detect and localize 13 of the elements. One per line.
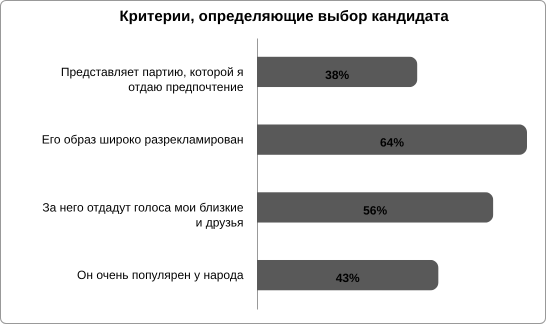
y-tick-label: Его образ широко разрекламирован — [42, 132, 244, 147]
bar — [257, 260, 438, 290]
y-tick-label: Он очень популярен у народа — [77, 268, 244, 282]
y-tick-label: Представляет партию, которой я отдаю предпочтение — [60, 64, 244, 94]
data-label: 43% — [336, 271, 360, 286]
bar — [257, 192, 494, 223]
bar — [257, 56, 418, 88]
data-label: 56% — [363, 203, 388, 218]
y-tick-label: За него отдадут голоса мои близкие и друзья — [42, 200, 244, 230]
chart-title: Критерии, определяющие выбор кандидата — [120, 8, 450, 25]
bar — [257, 124, 527, 155]
data-label: 38% — [325, 68, 350, 82]
data-label: 64% — [380, 136, 404, 150]
